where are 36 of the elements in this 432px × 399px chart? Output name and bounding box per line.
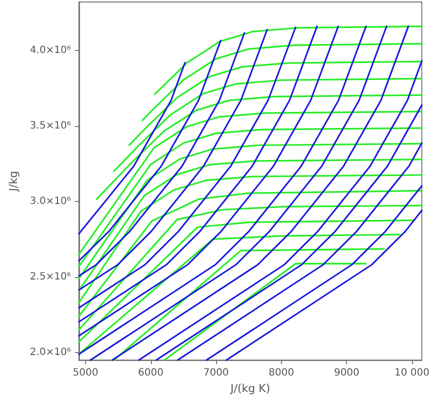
y-tick-label: 3.5×10⁶ — [30, 120, 71, 132]
line-series — [206, 185, 423, 361]
line-series — [78, 158, 423, 292]
line-series — [154, 26, 423, 96]
x-tick-label: 7000 — [203, 368, 229, 379]
x-tick-label: 9000 — [334, 368, 360, 379]
line-series — [78, 40, 222, 262]
line-series — [78, 174, 423, 304]
y-tick-label: 3.0×10⁶ — [30, 196, 71, 207]
line-series — [142, 42, 423, 122]
line-series — [176, 142, 423, 361]
line-series — [78, 204, 423, 331]
x-tick-label: 6000 — [138, 368, 164, 379]
x-tick-label: 8000 — [268, 368, 294, 379]
y-axis-title: J/kg — [7, 170, 20, 192]
line-series — [78, 32, 246, 277]
line-series — [78, 110, 423, 256]
line-series — [128, 60, 423, 146]
line-series — [138, 60, 423, 361]
line-series — [78, 220, 415, 343]
line-series — [78, 62, 186, 235]
y-tick-label: 2.0×10⁶ — [30, 347, 71, 358]
line-series — [78, 190, 423, 318]
line-series — [78, 28, 268, 291]
line-series — [96, 94, 423, 200]
y-tick-label: 2.5×10⁶ — [30, 271, 71, 282]
line-series — [78, 142, 423, 280]
line-series — [155, 104, 423, 361]
line-series — [226, 210, 423, 361]
line-series — [113, 78, 423, 172]
y-tick-label: 4.0×10⁶ — [30, 44, 71, 56]
x-tick-label: 10 000 — [394, 368, 430, 379]
x-tick-label: 5000 — [72, 368, 98, 379]
x-axis-title: J/(kg K) — [230, 382, 270, 395]
line-series — [78, 234, 401, 355]
line-series — [78, 127, 423, 268]
